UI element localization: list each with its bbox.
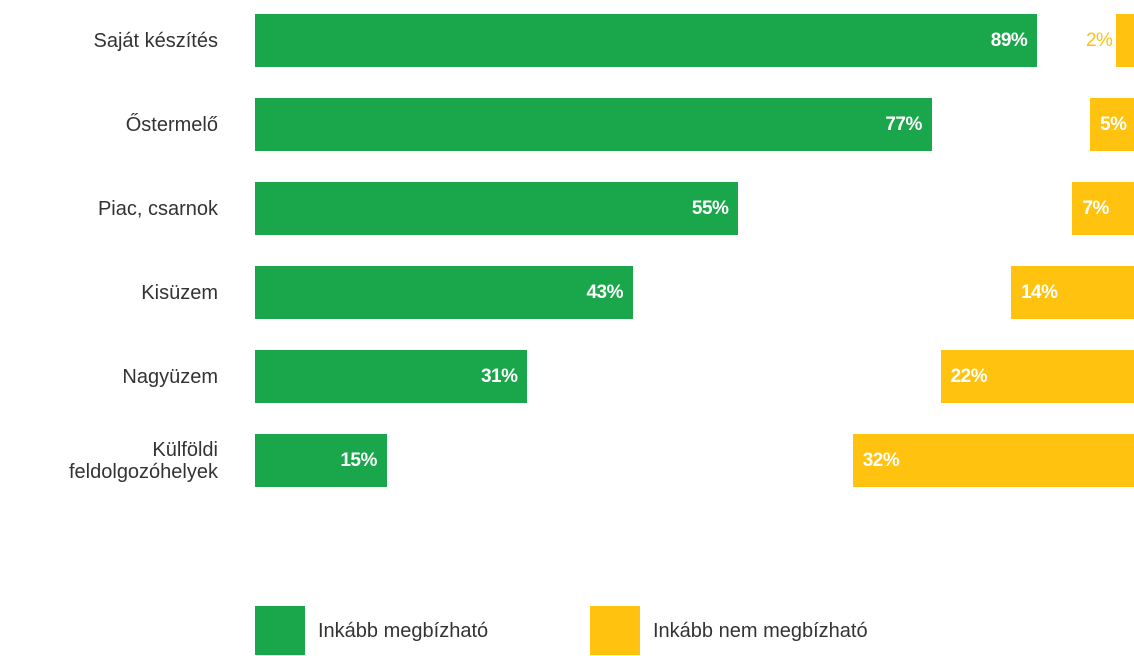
bar — [255, 182, 739, 235]
bar — [940, 350, 1134, 403]
value-label: 43% — [586, 282, 623, 303]
bar — [1116, 14, 1134, 67]
category-label: Saját készítés — [93, 29, 218, 52]
legend-label: Inkább megbízható — [318, 620, 489, 642]
legend-swatch — [255, 606, 305, 655]
value-label: 15% — [340, 450, 377, 471]
bar — [1090, 98, 1134, 151]
legend-swatch — [590, 606, 640, 655]
bar — [1010, 266, 1134, 319]
value-label: 89% — [990, 30, 1028, 51]
bar — [255, 350, 528, 403]
value-label: 5% — [1100, 114, 1127, 135]
value-label: 77% — [885, 114, 922, 135]
value-label: 22% — [950, 366, 988, 387]
value-label: 31% — [480, 366, 518, 387]
category-label: Külföldi feldolgozóhelyek — [69, 438, 218, 483]
category-label: Piac, csarnok — [97, 197, 218, 220]
value-label: 55% — [691, 198, 729, 219]
bar — [255, 266, 633, 319]
category-label: Kisüzem — [141, 281, 218, 304]
legend-label: Inkább nem megbízható — [653, 620, 868, 642]
category-label: Őstermelő — [125, 113, 218, 136]
value-label: 2% — [1085, 30, 1113, 51]
bar — [255, 434, 387, 487]
value-label: 32% — [862, 450, 900, 471]
value-label: 14% — [1020, 282, 1058, 303]
bar — [852, 434, 1134, 487]
category-label: Nagyüzem — [122, 365, 218, 388]
bar — [1072, 182, 1134, 235]
value-label: 7% — [1082, 198, 1109, 219]
bar — [255, 14, 1038, 67]
bar — [255, 98, 932, 151]
